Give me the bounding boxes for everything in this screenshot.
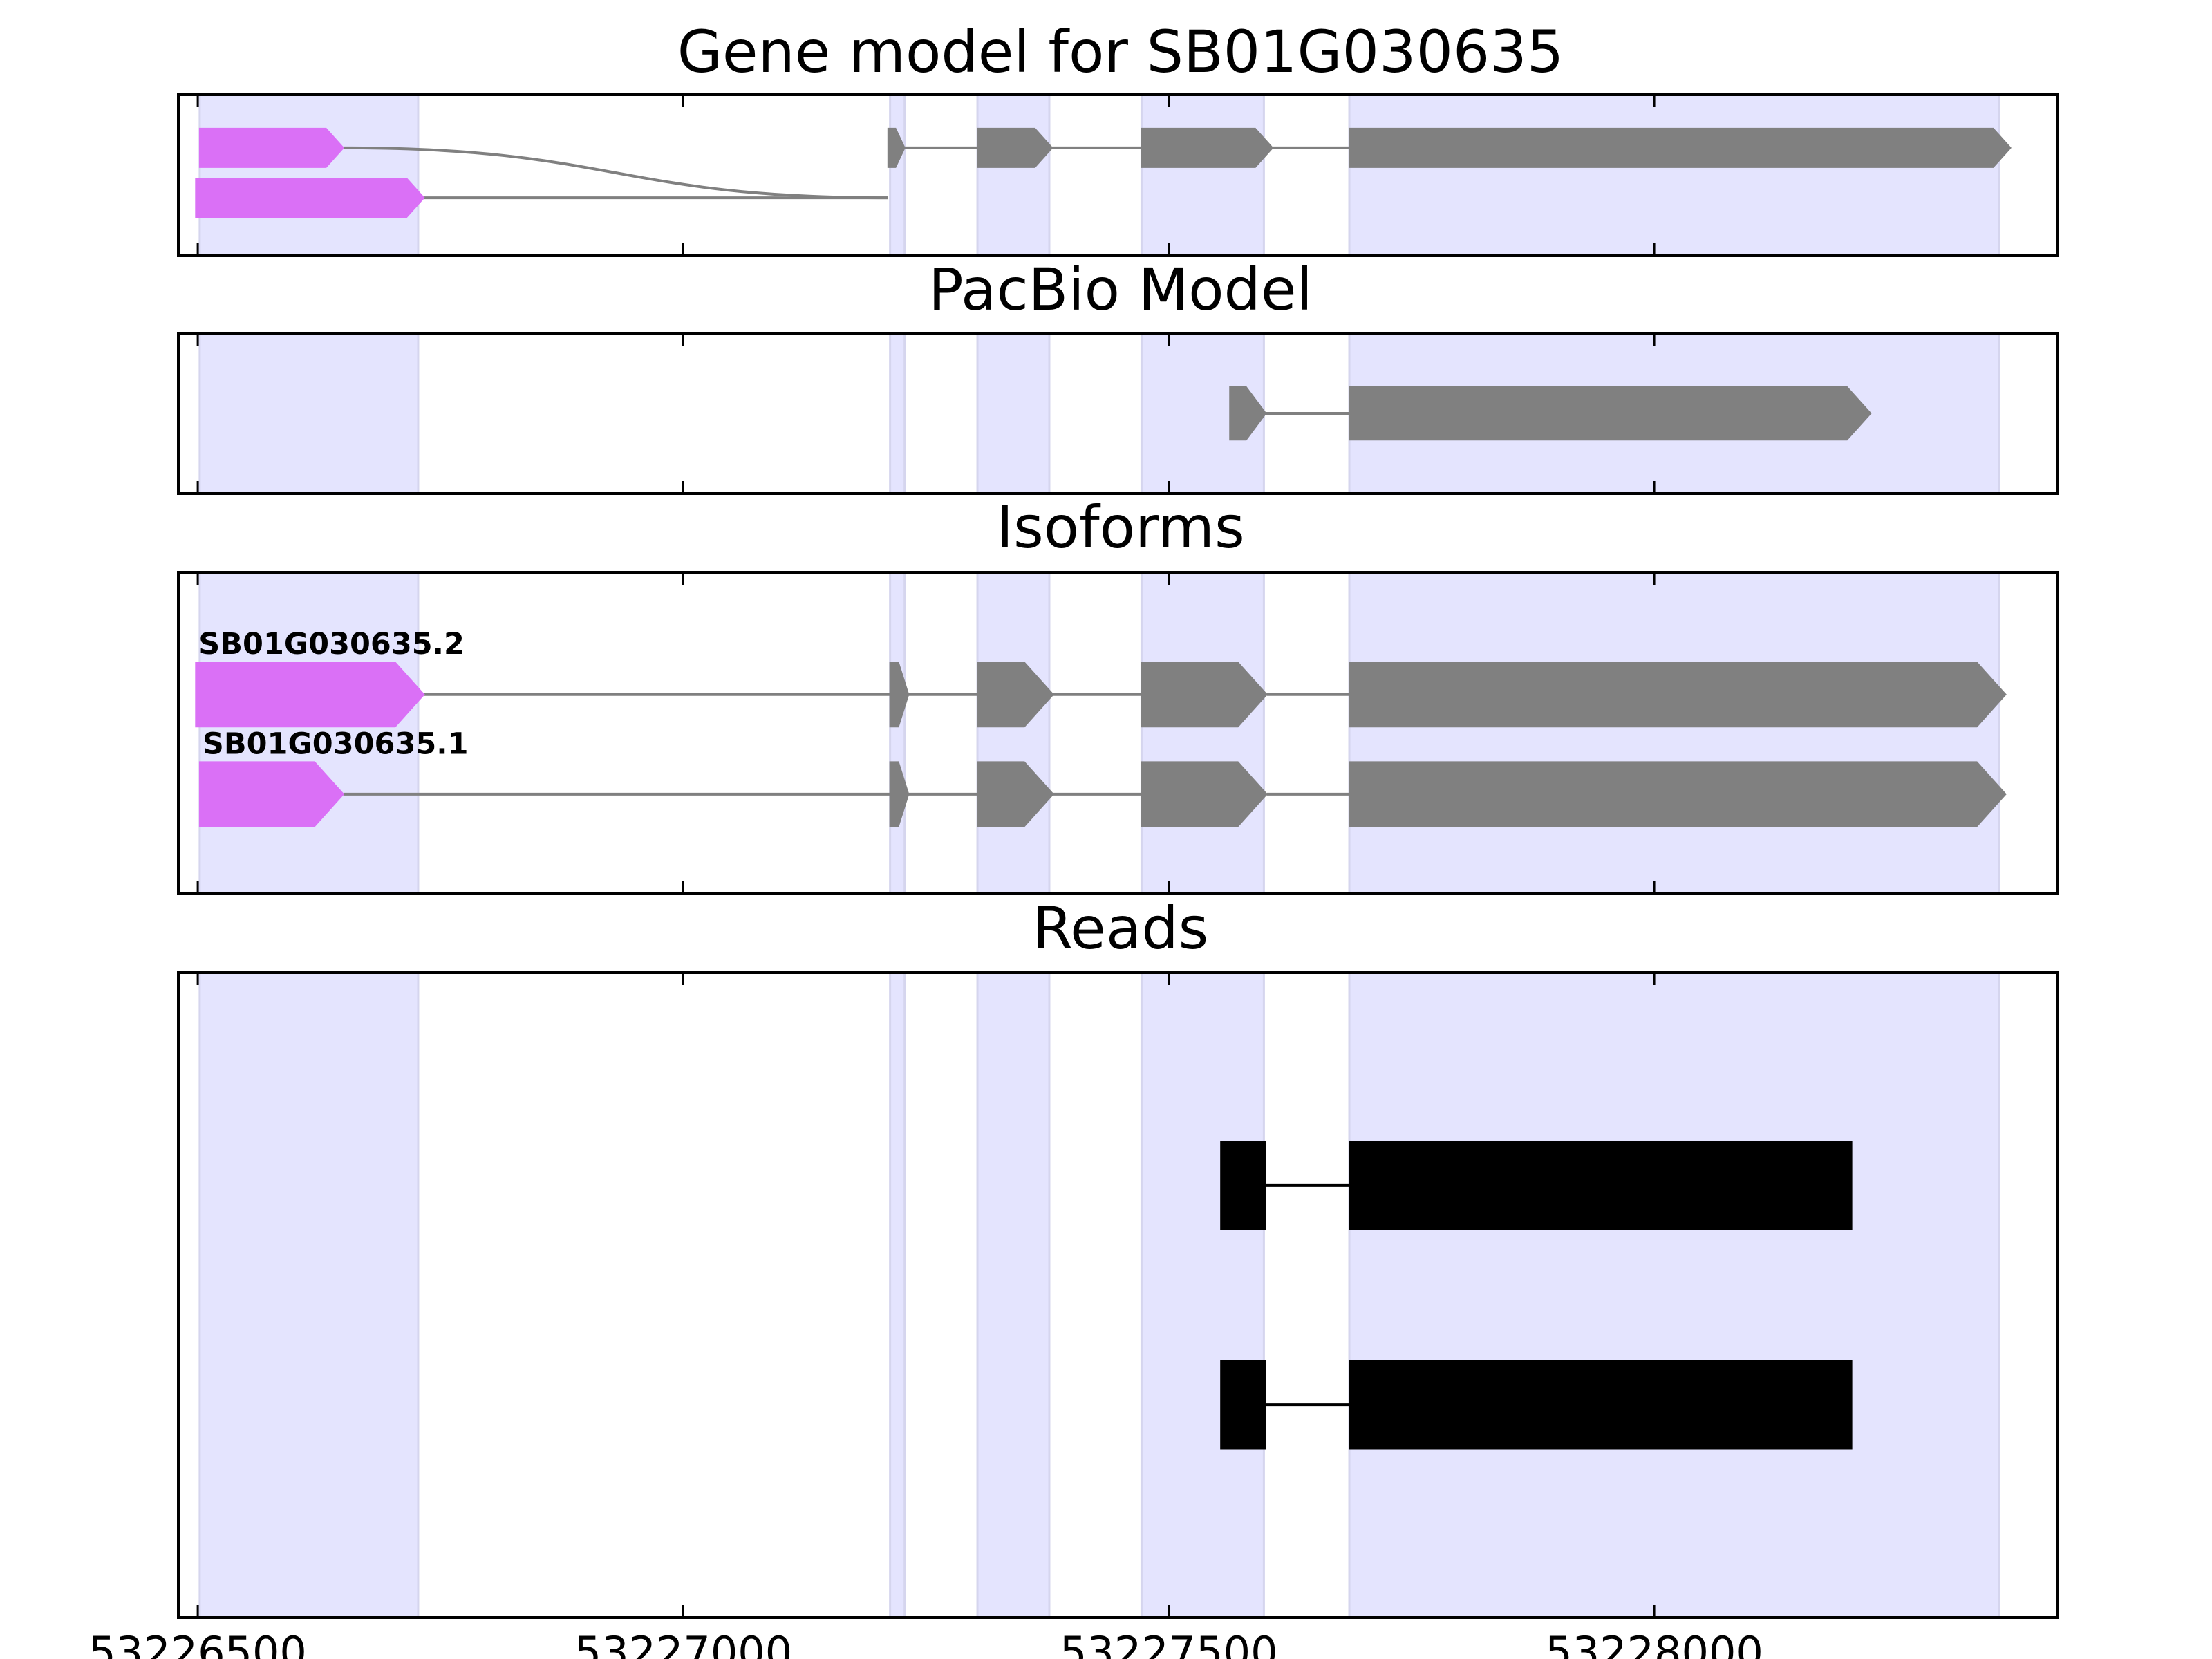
- exon-block: [1349, 386, 1872, 441]
- axes-frame: [177, 332, 2059, 495]
- exon-block: [1141, 761, 1268, 827]
- highlight-region: [889, 973, 906, 1618]
- highlight-region: [889, 572, 906, 894]
- read-block: [1349, 1360, 1853, 1450]
- highlight-region: [198, 973, 420, 1618]
- gene-model-panel: Gene model for SB01G030635: [177, 18, 2059, 257]
- exon-block: [889, 662, 910, 728]
- exon-block: [977, 662, 1054, 728]
- highlight-region: [889, 333, 906, 494]
- exon-block: [1349, 662, 2007, 728]
- x-tick-label: 53226500: [88, 1627, 307, 1659]
- intron-curve: [343, 146, 888, 200]
- read-block: [1349, 1141, 1853, 1230]
- isoform-label: SB01G030635.2: [198, 627, 465, 662]
- exon-block: [977, 761, 1054, 827]
- isoforms-panel: Isoforms SB01G030635.2 SB01G030635.1: [177, 494, 2059, 895]
- x-tick-label: 53227000: [574, 1627, 793, 1659]
- isoforms-title: Isoforms: [996, 494, 1245, 561]
- highlight-region: [976, 572, 1051, 894]
- highlight-region: [889, 95, 906, 256]
- highlight-region: [1348, 973, 2000, 1618]
- pacbio-model-panel: PacBio Model: [177, 256, 2059, 495]
- x-tick-label: 53227500: [1060, 1627, 1278, 1659]
- plot-area: [195, 572, 2007, 894]
- highlight-region: [1348, 572, 2000, 894]
- reads-title: Reads: [1033, 894, 1209, 962]
- gene-model-title: Gene model for SB01G030635: [677, 18, 1564, 86]
- read-block: [1220, 1141, 1266, 1230]
- axes-frame: [177, 93, 2059, 257]
- utr-block: [198, 127, 345, 168]
- exon-block: [1349, 761, 2007, 827]
- isoform-label: SB01G030635.1: [203, 727, 469, 761]
- highlight-region: [976, 333, 1051, 494]
- x-axis-tick-labels: 53226500 53227000 53227500 53228000: [88, 1627, 1763, 1659]
- reads-panel: Reads: [177, 894, 2059, 1619]
- exon-block: [1141, 662, 1268, 728]
- highlight-region: [976, 973, 1051, 1618]
- highlight-region: [976, 95, 1051, 256]
- utr-block: [195, 662, 425, 728]
- highlight-region: [1140, 973, 1265, 1618]
- read-block: [1220, 1360, 1266, 1450]
- highlight-region: [198, 333, 420, 494]
- highlight-region: [198, 95, 420, 256]
- plot-area: [198, 333, 2000, 494]
- highlight-region: [1140, 95, 1265, 256]
- utr-block: [195, 178, 425, 218]
- exon-block: [889, 761, 910, 827]
- axes-frame: [177, 571, 2059, 895]
- plot-area: [195, 95, 2012, 256]
- exon-block: [977, 127, 1053, 168]
- pacbio-model-title: PacBio Model: [928, 256, 1313, 324]
- highlight-region: [1140, 572, 1265, 894]
- x-tick-label: 53228000: [1545, 1627, 1763, 1659]
- exon-block: [1229, 386, 1267, 441]
- exon-block: [1349, 127, 2012, 168]
- highlight-region: [198, 572, 420, 894]
- utr-block: [198, 761, 345, 827]
- exon-block: [1141, 127, 1274, 168]
- axes-frame: [177, 971, 2059, 1619]
- highlight-region: [1348, 95, 2000, 256]
- exon-block: [887, 127, 906, 168]
- plot-area: [198, 973, 2000, 1618]
